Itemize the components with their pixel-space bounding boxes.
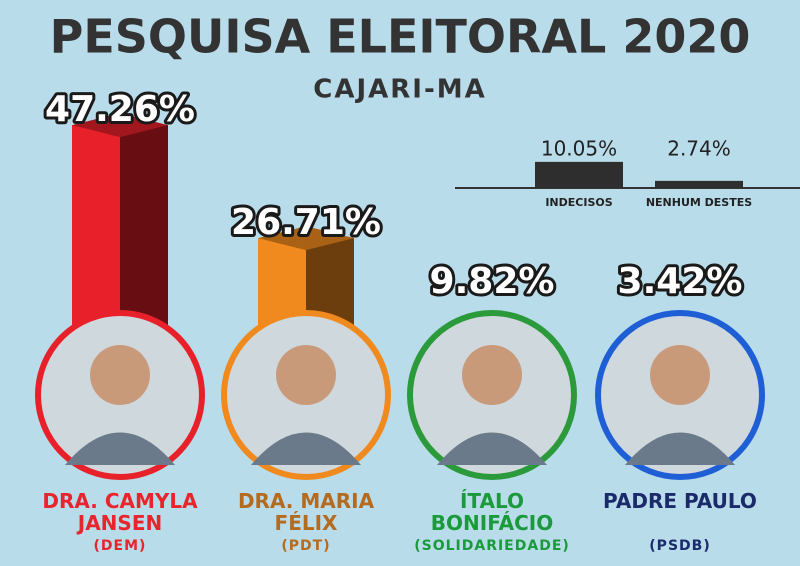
value-label: 3.42% [618, 261, 743, 302]
value-label: 47.26% [45, 89, 195, 130]
candidate-party: (SOLIDARIEDADE) [414, 538, 570, 554]
candidate-name: DRA. CAMYLA JANSEN [42, 489, 198, 535]
value-label: 9.82% [430, 261, 555, 302]
photo-head [276, 345, 336, 405]
candidate-name: PADRE PAULO [603, 489, 757, 513]
photo-head [650, 345, 710, 405]
bar [655, 180, 743, 188]
chart-subtitle: CAJARI-MA [313, 75, 486, 105]
photos [35, 310, 765, 480]
bar-top [258, 226, 354, 251]
candidate-name: DRA. MARIA FÉLIX [237, 489, 375, 535]
photo-head [90, 345, 150, 405]
photo-body [65, 432, 175, 465]
bar [535, 161, 623, 188]
value-labels: 47.26% 26.71% 9.82% 3.42% [42, 86, 745, 305]
candidate-party: (PDT) [281, 538, 331, 554]
photo-body [251, 432, 361, 465]
x-tick-label: NENHUM DESTES [646, 196, 752, 209]
bar-top [72, 113, 168, 138]
value-label: 10.05% [541, 137, 617, 161]
x-tick-label: INDECISOS [545, 196, 612, 209]
candidate-party: (PSDB) [649, 538, 711, 554]
photo-body [437, 432, 547, 465]
photo-body [625, 432, 735, 465]
value-label: 26.71% [231, 202, 381, 243]
candidate-party: (DEM) [93, 538, 147, 554]
candidate-name: ÍTALO BONIFÁCIO [430, 489, 554, 535]
chart-title: PESQUISA ELEITORAL 2020 [50, 10, 751, 64]
value-label: 2.74% [667, 137, 731, 161]
photo-head [462, 345, 522, 405]
